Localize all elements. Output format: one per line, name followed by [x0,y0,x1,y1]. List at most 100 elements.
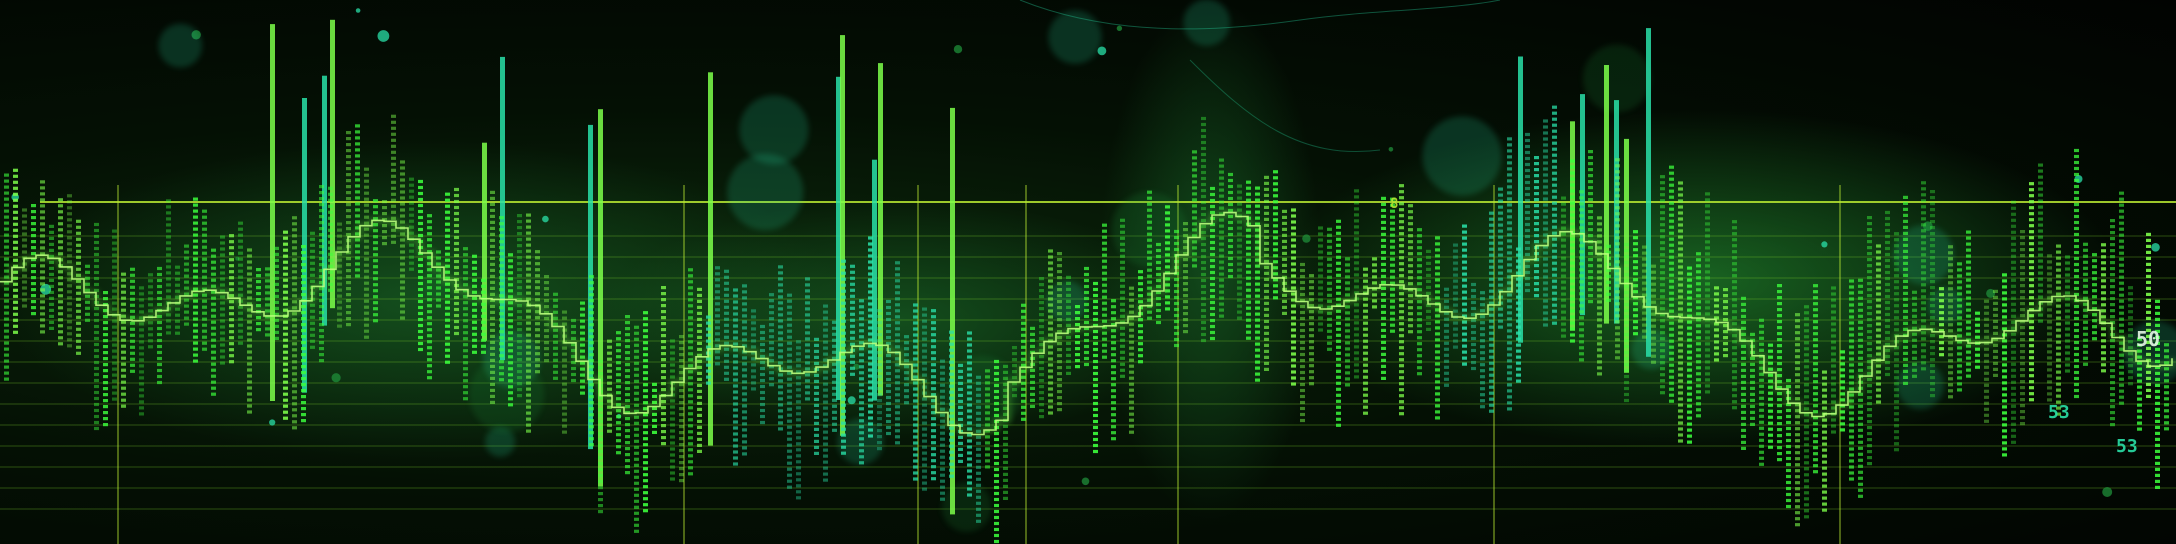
glyph-cell [931,435,936,439]
glyph-cell [868,350,873,354]
glyph-cell [31,264,36,268]
glyph-cell [472,344,477,348]
glyph-cell [625,321,630,325]
bokeh-dot [727,153,804,231]
glyph-cell [724,359,729,363]
glyph-cell [166,229,171,233]
glyph-cell [1102,229,1107,233]
glyph-cell [85,318,90,322]
glyph-cell [517,268,522,272]
glyph-cell [976,441,981,445]
glyph-cell [1552,123,1557,127]
glyph-cell [319,245,324,249]
glyph-cell [499,342,504,346]
glyph-cell [166,325,171,329]
glyph-cell [1615,320,1620,324]
glyph-cell [103,333,108,337]
glyph-cell [1417,372,1422,376]
glyph-cell [895,285,900,289]
glyph-cell [1102,349,1107,353]
glyph-cell [139,376,144,380]
glyph-cell [1642,245,1647,249]
glyph-cell [1696,408,1701,412]
bokeh-dot [1081,477,1090,486]
glyph-cell [1507,365,1512,369]
glyph-cell [1345,275,1350,279]
glyph-cell [166,289,171,293]
glyph-cell [337,306,342,310]
glyph-cell [1615,338,1620,342]
glyph-cell [859,353,864,357]
glyph-cell [958,381,963,385]
glyph-cell [805,349,810,353]
glyph-cell [805,397,810,401]
glyph-cell [1003,484,1008,488]
glyph-cell [1408,282,1413,286]
glyph-cell [931,429,936,433]
glyph-cell [22,292,27,296]
glyph-cell [733,438,738,442]
glyph-cell [994,359,999,364]
glyph-cell [661,436,666,440]
glyph-cell [1507,161,1512,165]
glyph-cell [688,334,693,338]
glyph-cell [1318,244,1323,248]
glyph-cell [985,405,990,409]
glyph-cell [868,248,873,252]
glyph-cell [1768,343,1773,347]
glyph-column [1525,132,1530,293]
glyph-cell [913,315,918,319]
glyph-cell [139,310,144,314]
glyph-cell [1138,270,1143,274]
glyph-cell [787,425,792,429]
glyph-cell [1210,264,1215,269]
glyph-cell [1228,196,1233,201]
glyph-cell [346,221,351,225]
glyph-cell [1741,440,1746,444]
glyph-cell [355,148,360,152]
bokeh-dot [1927,287,1964,324]
glyph-cell [688,298,693,302]
glyph-cell [1660,253,1665,257]
glyph-cell [103,411,108,415]
glyph-cell [1651,330,1656,334]
glyph-cell [1138,318,1143,322]
glyph-cell [112,229,117,233]
glyph-cell [373,265,378,269]
glyph-cell [463,325,468,329]
glyph-cell [526,411,531,415]
glyph-cell [1435,416,1440,420]
glyph-cell [733,354,738,358]
glyph-cell [859,431,864,435]
glyph-cell [1741,428,1746,432]
glyph-cell [1147,310,1152,314]
glyph-cell [1273,188,1278,192]
glyph-cell [949,420,954,424]
glyph-cell [571,324,576,329]
glyph-cell [805,361,810,365]
glyph-cell [1273,218,1278,222]
glyph-cell [1462,278,1467,282]
glyph-column [400,160,405,320]
glyph-cell [337,234,342,238]
bokeh-dot [355,8,361,13]
glyph-cell [1552,165,1557,169]
glyph-cell [1678,391,1683,395]
glyph-cell [1111,407,1116,411]
glyph-cell [562,316,567,320]
glyph-cell [274,246,279,250]
glyph-cell [49,266,54,270]
glyph-cell [121,308,126,312]
glyph-cell [472,314,477,318]
glyph-cell [1111,413,1116,417]
glyph-cell [1543,311,1548,315]
glyph-cell [1759,414,1764,418]
glyph-cell [211,314,216,318]
glyph-cell [1183,264,1188,268]
glyph-cell [283,350,288,354]
glyph-cell [733,366,738,370]
glyph-cell [1066,353,1071,357]
glyph-cell [418,233,423,238]
glyph-cell [1696,384,1701,388]
glyph-cell [886,317,891,322]
